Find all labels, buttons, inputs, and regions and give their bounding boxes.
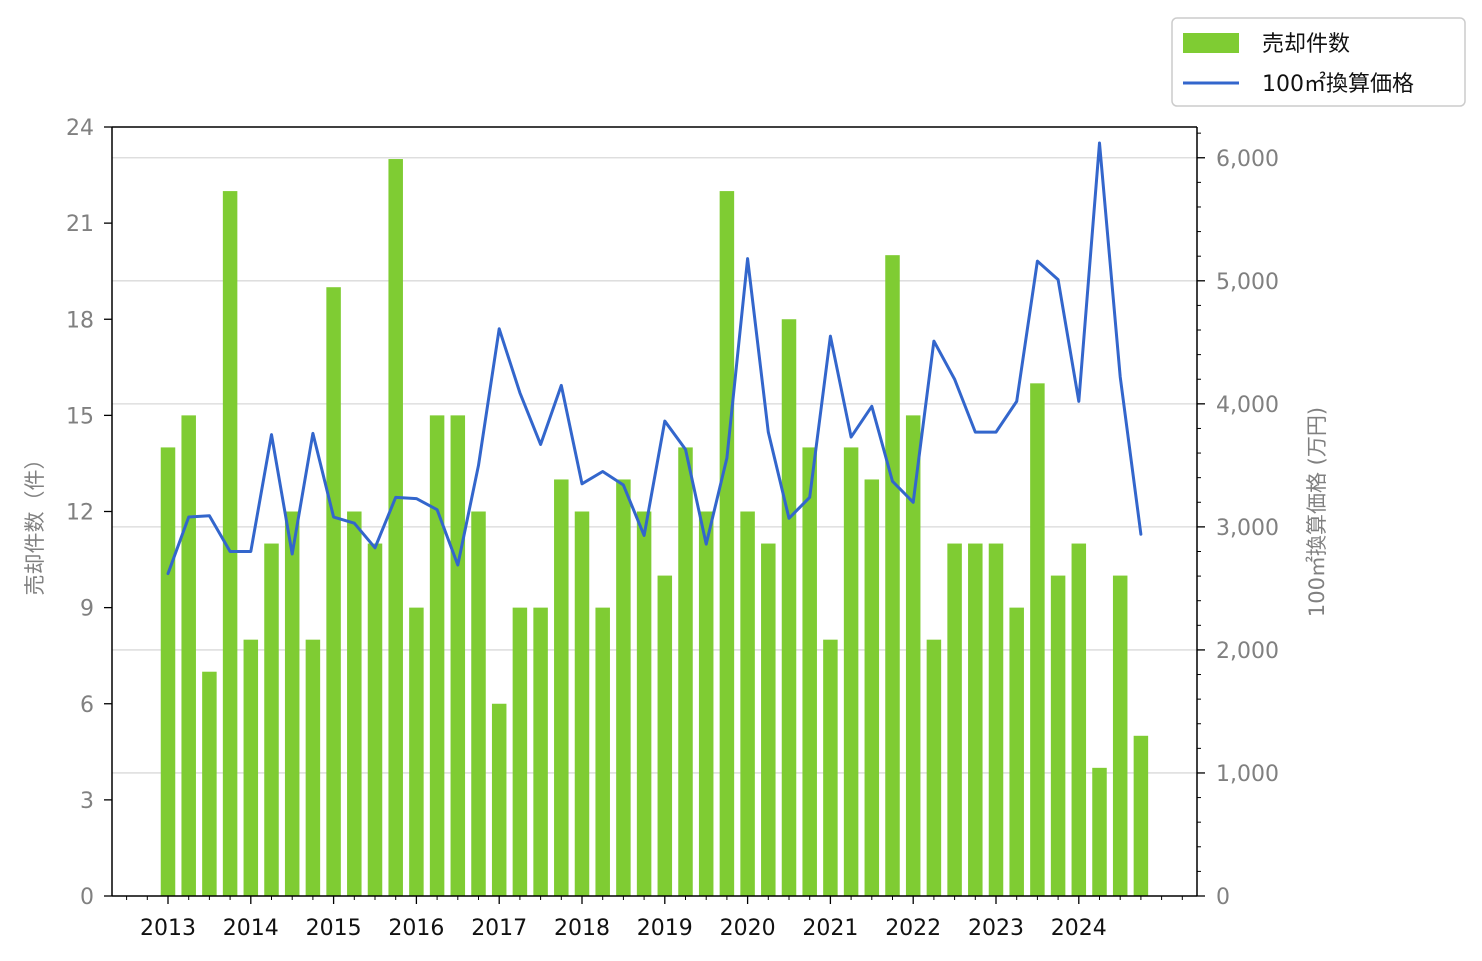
bar-1 xyxy=(181,415,196,896)
bar-12 xyxy=(409,608,424,896)
left-tick-label: 15 xyxy=(66,404,94,429)
left-tick-label: 9 xyxy=(80,597,94,622)
right-tick-label: 3,000 xyxy=(1216,516,1279,541)
bar-25 xyxy=(678,447,693,896)
bar-11 xyxy=(388,159,403,896)
bar-36 xyxy=(906,415,921,896)
bar-32 xyxy=(823,640,838,896)
bar-8 xyxy=(326,287,341,896)
bar-13 xyxy=(430,415,445,896)
bar-5 xyxy=(264,544,279,896)
bar-22 xyxy=(616,479,631,896)
x-tick-label: 2024 xyxy=(1051,916,1107,941)
bar-10 xyxy=(368,544,383,896)
left-axis-title: 売却件数（件） xyxy=(23,449,47,596)
x-tick-label: 2013 xyxy=(140,916,196,941)
bar-4 xyxy=(244,640,258,896)
bar-23 xyxy=(637,512,652,897)
x-tick-label: 2021 xyxy=(802,916,858,941)
left-tick-label: 12 xyxy=(66,501,94,526)
bar-29 xyxy=(761,544,776,896)
bar-41 xyxy=(1009,608,1024,896)
bar-39 xyxy=(968,544,983,896)
legend-bar-label: 売却件数 xyxy=(1262,32,1350,57)
bar-2 xyxy=(202,672,217,896)
bar-14 xyxy=(451,415,466,896)
left-tick-label: 0 xyxy=(80,885,94,910)
right-tick-label: 4,000 xyxy=(1216,393,1279,418)
bar-33 xyxy=(844,447,859,896)
left-tick-label: 6 xyxy=(80,693,94,718)
x-tick-label: 2014 xyxy=(223,916,279,941)
left-tick-label: 21 xyxy=(66,212,94,237)
bar-42 xyxy=(1030,383,1045,896)
bar-16 xyxy=(492,704,507,896)
bar-46 xyxy=(1113,576,1128,896)
right-tick-label: 6,000 xyxy=(1216,147,1279,172)
bar-21 xyxy=(595,608,610,896)
right-tick-label: 5,000 xyxy=(1216,270,1279,295)
legend-bar-swatch xyxy=(1183,33,1239,53)
legend: 売却件数 100㎡換算価格 xyxy=(1172,18,1465,106)
bar-37 xyxy=(927,640,942,896)
right-axis-title: 100㎡換算価格 (万円) xyxy=(1305,407,1329,617)
x-tick-label: 2020 xyxy=(720,916,776,941)
x-tick-label: 2023 xyxy=(968,916,1024,941)
bar-0 xyxy=(161,447,176,896)
left-tick-label: 3 xyxy=(80,789,94,814)
bar-28 xyxy=(740,512,755,897)
x-tick-label: 2016 xyxy=(388,916,444,941)
x-tick-label: 2017 xyxy=(471,916,527,941)
bar-31 xyxy=(802,447,817,896)
price-line xyxy=(168,143,1141,574)
bar-40 xyxy=(989,544,1004,896)
bar-34 xyxy=(865,479,880,896)
legend-line-label: 100㎡換算価格 xyxy=(1262,71,1414,97)
bar-30 xyxy=(782,319,797,896)
bar-27 xyxy=(720,191,735,896)
bar-19 xyxy=(554,479,569,896)
right-tick-label: 0 xyxy=(1216,885,1230,910)
bar-7 xyxy=(306,640,321,896)
bar-26 xyxy=(699,512,714,897)
left-tick-label: 18 xyxy=(66,308,94,333)
right-tick-label: 2,000 xyxy=(1216,639,1279,664)
x-tick-label: 2022 xyxy=(885,916,941,941)
bar-24 xyxy=(658,576,673,896)
bar-15 xyxy=(471,512,486,897)
bar-6 xyxy=(285,512,300,897)
x-tick-label: 2018 xyxy=(554,916,610,941)
bar-45 xyxy=(1092,768,1107,896)
left-tick-label: 24 xyxy=(66,116,94,141)
bar-38 xyxy=(947,544,962,896)
x-tick-label: 2015 xyxy=(306,916,362,941)
bar-47 xyxy=(1134,736,1149,896)
bar-18 xyxy=(533,608,548,896)
bar-43 xyxy=(1051,576,1066,896)
x-tick-label: 2019 xyxy=(637,916,693,941)
right-tick-label: 1,000 xyxy=(1216,762,1279,787)
bar-44 xyxy=(1072,544,1087,896)
bar-9 xyxy=(347,512,362,897)
bar-20 xyxy=(575,512,590,897)
bar-17 xyxy=(513,608,528,896)
bar-35 xyxy=(885,255,900,896)
line-series xyxy=(168,143,1141,574)
